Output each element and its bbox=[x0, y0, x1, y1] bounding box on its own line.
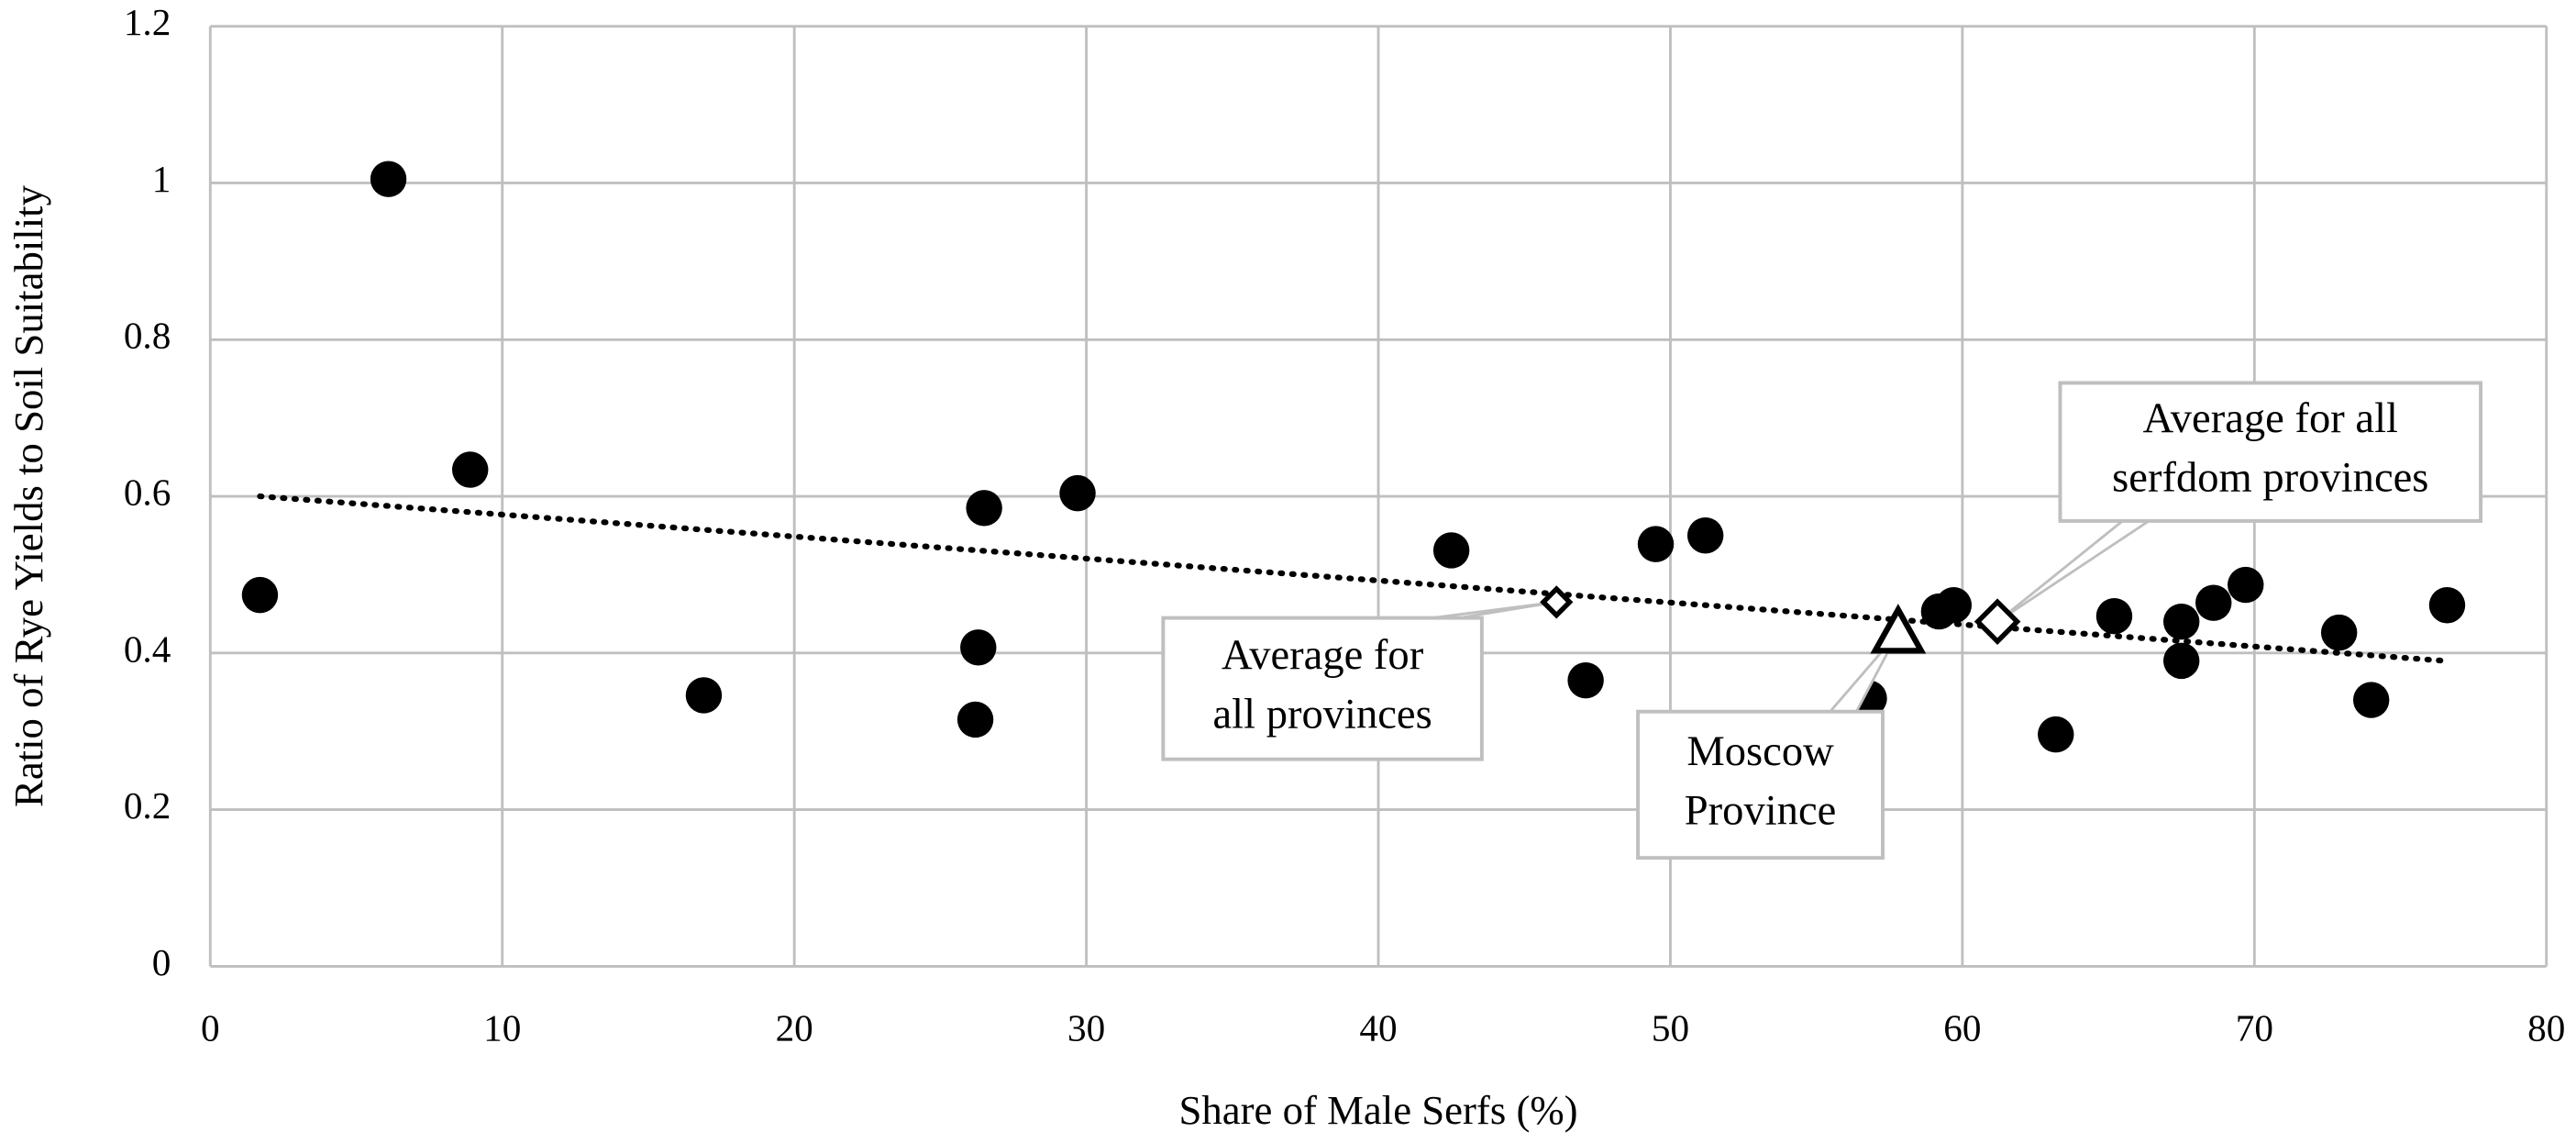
annotation-text: all provinces bbox=[1213, 692, 1432, 738]
data-point bbox=[1567, 662, 1604, 699]
y-tick-label: 1.2 bbox=[124, 1, 171, 43]
data-point bbox=[2163, 603, 2200, 640]
annotation-text: Moscow bbox=[1686, 728, 1834, 775]
data-point bbox=[966, 490, 1002, 527]
data-point bbox=[2163, 642, 2200, 680]
data-point bbox=[2428, 587, 2466, 624]
y-tick-label: 0.2 bbox=[124, 784, 171, 827]
annotation-marker bbox=[1870, 604, 1927, 654]
annotation-box bbox=[1636, 709, 1885, 860]
annotation-marker bbox=[1540, 585, 1574, 619]
x-tick-label: 70 bbox=[2236, 1007, 2273, 1049]
data-point bbox=[2228, 566, 2264, 604]
x-tick-label: 40 bbox=[1359, 1007, 1397, 1049]
annotation-text: Average for bbox=[1222, 632, 1424, 679]
x-axis-title: Share of Male Serfs (%) bbox=[1178, 1087, 1577, 1133]
annotation-box bbox=[2058, 381, 2483, 523]
y-axis-title: Ratio of Rye Yields to Soil Suitability bbox=[6, 184, 51, 807]
data-point bbox=[2352, 682, 2390, 718]
annotation-marker bbox=[1973, 598, 2021, 645]
data-point bbox=[452, 451, 489, 488]
x-tick-label: 30 bbox=[1067, 1007, 1105, 1049]
data-point bbox=[2095, 597, 2133, 635]
data-point bbox=[1432, 532, 1470, 569]
annotation-text: serfdom provinces bbox=[2112, 455, 2428, 502]
data-point bbox=[241, 576, 279, 614]
trendline bbox=[257, 493, 2448, 664]
x-tick-label: 20 bbox=[776, 1007, 813, 1049]
x-tick-label: 60 bbox=[1943, 1007, 1981, 1049]
y-tick-label: 0.6 bbox=[124, 471, 171, 513]
data-point bbox=[370, 161, 407, 197]
x-tick-label: 10 bbox=[483, 1007, 521, 1049]
data-point bbox=[956, 701, 994, 738]
data-point bbox=[1935, 587, 1973, 624]
data-point bbox=[2038, 716, 2074, 753]
y-tick-label: 0.8 bbox=[124, 315, 171, 357]
annotation-text: Province bbox=[1685, 787, 1837, 834]
y-tick-label: 1 bbox=[152, 158, 171, 200]
data-point bbox=[1059, 474, 1096, 512]
data-point bbox=[1686, 517, 1724, 554]
y-tick-label: 0.4 bbox=[124, 627, 171, 670]
annotation-box bbox=[1161, 616, 1484, 761]
data-point bbox=[2195, 584, 2232, 621]
x-tick-label: 0 bbox=[201, 1007, 220, 1049]
data-point bbox=[685, 677, 723, 714]
data-point bbox=[1637, 526, 1675, 562]
data-point bbox=[2320, 614, 2358, 651]
y-tick-label: 0 bbox=[152, 941, 171, 983]
callout bbox=[1432, 600, 1557, 620]
x-tick-label: 50 bbox=[1652, 1007, 1689, 1049]
data-point bbox=[960, 629, 997, 666]
annotation-text: Average for all bbox=[2143, 395, 2398, 442]
x-tick-label: 80 bbox=[2527, 1007, 2565, 1049]
